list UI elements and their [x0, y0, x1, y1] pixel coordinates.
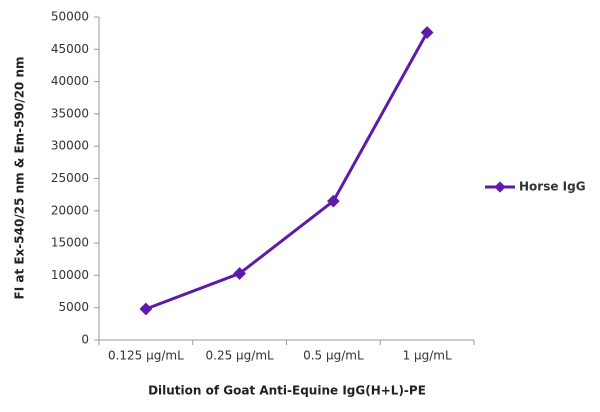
y-tick-label: 45000 [51, 42, 89, 56]
y-tick-label: 25000 [51, 171, 89, 185]
y-tick-label: 0 [81, 333, 89, 347]
data-point [327, 194, 340, 208]
y-tick-label: 30000 [51, 139, 89, 153]
y-tick-label: 10000 [51, 268, 89, 282]
y-tick-label: 35000 [51, 106, 89, 120]
y-tick-label: 20000 [51, 203, 89, 217]
y-tick-label: 50000 [51, 10, 89, 24]
y-tick-label: 40000 [51, 74, 89, 88]
data-point [420, 26, 434, 39]
x-axis-title: Dilution of Goat Anti-Equine IgG(H+L)-PE [148, 384, 426, 398]
legend-marker [494, 181, 506, 193]
data-point [139, 302, 153, 316]
y-tick-label: 15000 [51, 236, 89, 250]
series-line [145, 31, 429, 311]
x-tick-label: 0.125 µg/mL [108, 349, 184, 363]
x-tick-label: 0.5 µg/mL [303, 349, 364, 363]
data-point [233, 267, 246, 280]
y-tick-label: 5000 [58, 300, 89, 314]
legend-label: Horse IgG [519, 180, 586, 194]
y-axis-title: FI at Ex-540/25 nm & Em-590/20 nm [13, 57, 27, 300]
x-tick-label: 1 µg/mL [403, 349, 452, 363]
x-tick-label: 0.25 µg/mL [206, 349, 275, 363]
